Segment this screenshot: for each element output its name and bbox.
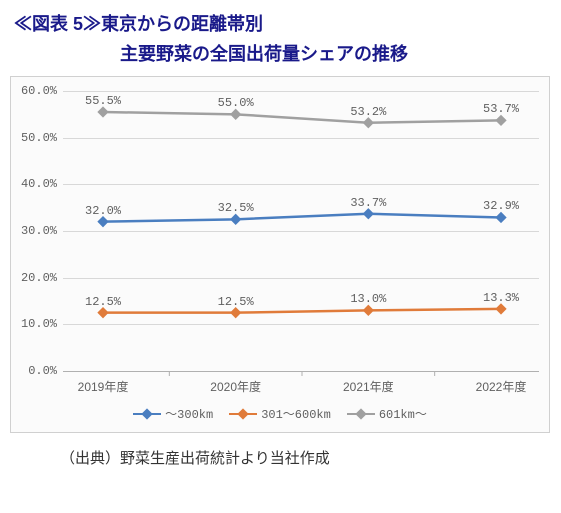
series-marker — [363, 117, 374, 128]
series-marker — [97, 106, 108, 117]
grid-line — [63, 184, 539, 185]
chart-title-line1: ≪図表 5≫東京からの距離帯別 — [14, 10, 551, 36]
series-marker — [97, 216, 108, 227]
legend-label: 601km～ — [379, 405, 427, 422]
legend: ～300km 301～600km 601km～ — [11, 398, 549, 432]
legend-swatch — [347, 413, 375, 416]
series-marker — [230, 307, 241, 318]
legend-marker-icon — [355, 408, 366, 419]
y-tick-label: 0.0% — [13, 364, 57, 378]
series-marker — [363, 305, 374, 316]
legend-swatch — [229, 413, 257, 416]
grid-line — [63, 231, 539, 232]
x-tick-label: 2022年度 — [476, 378, 527, 395]
data-label: 13.3% — [483, 291, 519, 305]
data-label: 55.5% — [85, 94, 121, 108]
chart-container: 0.0% 10.0% 20.0% 30.0% 40.0% 50.0% 60.0% 32.0% 3… — [10, 76, 550, 433]
y-tick-label: 50.0% — [13, 131, 57, 145]
y-tick-label: 30.0% — [13, 224, 57, 238]
data-label: 53.7% — [483, 102, 519, 116]
data-label: 32.5% — [218, 201, 254, 215]
x-tick-label: 2021年度 — [343, 378, 394, 395]
series-line — [103, 112, 501, 123]
series-marker — [495, 303, 506, 314]
grid-line — [63, 138, 539, 139]
legend-marker-icon — [142, 408, 153, 419]
legend-label: ～300km — [165, 405, 213, 422]
series-marker — [230, 109, 241, 120]
legend-item: 601km～ — [347, 405, 427, 422]
legend-item: 301～600km — [229, 405, 331, 422]
series-line — [103, 214, 501, 222]
series-marker — [363, 208, 374, 219]
legend-marker-icon — [238, 408, 249, 419]
data-label: 33.7% — [350, 196, 386, 210]
chart-title-line2: 主要野菜の全国出荷量シェアの推移 — [10, 40, 551, 66]
y-tick-label: 60.0% — [13, 84, 57, 98]
data-label: 12.5% — [85, 295, 121, 309]
y-tick-label: 20.0% — [13, 271, 57, 285]
x-axis: 2019年度 2020年度 2021年度 2022年度 — [63, 378, 539, 398]
source-note: （出典）野菜生産出荷統計より当社作成 — [60, 447, 551, 468]
legend-swatch — [133, 413, 161, 416]
series-line — [103, 309, 501, 313]
series-marker — [495, 115, 506, 126]
y-tick-label: 10.0% — [13, 317, 57, 331]
y-tick-label: 40.0% — [13, 177, 57, 191]
data-label: 13.0% — [350, 292, 386, 306]
data-label: 55.0% — [218, 96, 254, 110]
legend-label: 301～600km — [261, 405, 331, 422]
legend-item: ～300km — [133, 405, 213, 422]
data-label: 12.5% — [218, 295, 254, 309]
series-marker — [230, 214, 241, 225]
series-marker — [495, 212, 506, 223]
grid-line — [63, 324, 539, 325]
series-marker — [97, 307, 108, 318]
x-tick-label: 2020年度 — [210, 378, 261, 395]
grid-line — [63, 91, 539, 92]
grid-line — [63, 278, 539, 279]
data-label: 32.0% — [85, 204, 121, 218]
data-label: 53.2% — [350, 105, 386, 119]
x-tick-label: 2019年度 — [78, 378, 129, 395]
plot-area: 0.0%10.0%20.0%30.0%40.0%50.0%60.0%32.0%3… — [63, 91, 539, 372]
data-label: 32.9% — [483, 199, 519, 213]
